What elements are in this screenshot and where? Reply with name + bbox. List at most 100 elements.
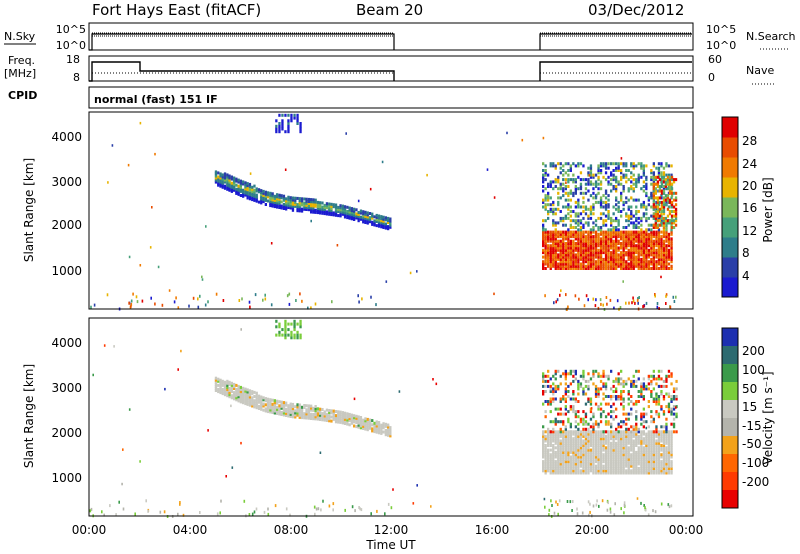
power-data-cell bbox=[549, 260, 552, 264]
power-data-cell bbox=[656, 200, 660, 204]
power-data-cell bbox=[589, 216, 593, 220]
power-data-cell bbox=[307, 200, 310, 203]
power-data-cell bbox=[298, 207, 301, 211]
velocity-data-cell bbox=[567, 448, 570, 452]
power-data-cell bbox=[640, 260, 643, 264]
velocity-data-cell bbox=[610, 450, 613, 454]
power-data-cell bbox=[554, 260, 557, 264]
power-data-cell bbox=[645, 191, 648, 195]
velocity-data-cell bbox=[387, 423, 390, 427]
power-data-cell bbox=[577, 200, 580, 204]
velocity-data-cell bbox=[647, 377, 650, 381]
velocity-data-cell bbox=[557, 434, 560, 438]
power-data-cell bbox=[617, 219, 620, 223]
power-data-cell bbox=[627, 251, 630, 255]
velocity-data-cell bbox=[282, 407, 286, 411]
velocity-data-cell bbox=[660, 405, 663, 409]
velocity-data-cell bbox=[622, 397, 625, 401]
power-data-cell bbox=[564, 205, 567, 209]
power-data-cell bbox=[604, 219, 608, 223]
velocity-data-cell bbox=[662, 425, 666, 429]
velocity-data-cell bbox=[359, 416, 363, 419]
velocity-data-cell bbox=[567, 384, 570, 388]
power-data-cell bbox=[587, 189, 590, 193]
power-data-cell bbox=[617, 257, 620, 261]
power-data-cell bbox=[278, 193, 281, 197]
power-data-cell bbox=[128, 255, 131, 259]
velocity-data-cell bbox=[384, 431, 387, 435]
velocity-data-cell bbox=[662, 453, 666, 457]
velocity-data-cell bbox=[574, 420, 577, 424]
velocity-data-cell bbox=[589, 444, 593, 447]
velocity-data-cell bbox=[602, 382, 605, 386]
power-data-cell bbox=[662, 173, 666, 177]
power-data-cell bbox=[647, 237, 650, 241]
power-data-cell bbox=[660, 219, 663, 223]
velocity-data-cell bbox=[217, 377, 220, 381]
power-data-cell bbox=[592, 253, 595, 257]
power-data-cell bbox=[605, 296, 608, 299]
velocity-data-cell bbox=[562, 448, 565, 452]
power-data-cell bbox=[584, 246, 588, 250]
power-data-cell bbox=[589, 228, 593, 232]
power-data-cell bbox=[251, 185, 254, 189]
velocity-data-cell bbox=[260, 403, 263, 407]
velocity-data-cell bbox=[604, 467, 608, 470]
velocity-data-cell bbox=[305, 408, 308, 412]
power-data-cell bbox=[233, 188, 236, 192]
power-data-cell bbox=[577, 237, 580, 241]
power-data-cell bbox=[577, 198, 580, 202]
velocity-data-cell bbox=[569, 448, 572, 452]
velocity-data-cell bbox=[652, 469, 655, 473]
power-data-cell bbox=[567, 180, 570, 184]
power-data-cell bbox=[246, 186, 249, 190]
velocity-data-cell bbox=[665, 450, 668, 454]
power-data-cell bbox=[657, 216, 661, 220]
power-data-cell bbox=[291, 196, 295, 200]
power-data-cell bbox=[587, 230, 590, 234]
velocity-data-cell bbox=[284, 330, 287, 334]
velocity-data-cell bbox=[542, 432, 545, 436]
power-data-cell bbox=[587, 180, 590, 184]
power-data-cell bbox=[627, 219, 630, 223]
velocity-panel-frame bbox=[88, 317, 694, 517]
velocity-data-cell bbox=[337, 418, 340, 422]
velocity-data-cell bbox=[319, 413, 322, 417]
velocity-data-cell bbox=[632, 455, 635, 459]
velocity-data-cell bbox=[267, 512, 270, 516]
velocity-data-cell bbox=[574, 446, 577, 450]
velocity-data-cell bbox=[592, 382, 595, 386]
velocity-data-cell bbox=[579, 469, 583, 473]
velocity-data-cell bbox=[596, 499, 598, 503]
velocity-data-cell bbox=[368, 426, 372, 430]
power-data-cell bbox=[672, 210, 676, 213]
velocity-data-cell bbox=[287, 404, 290, 408]
velocity-data-cell bbox=[552, 427, 555, 431]
power-data-cell bbox=[645, 260, 648, 264]
velocity-data-cell bbox=[587, 448, 590, 452]
velocity-data-cell bbox=[542, 448, 545, 452]
power-data-cell bbox=[278, 122, 281, 125]
power-data-cell bbox=[602, 164, 605, 168]
velocity-data-cell bbox=[587, 384, 590, 388]
velocity-data-cell bbox=[562, 455, 565, 459]
power-data-cell bbox=[625, 253, 628, 257]
velocity-data-cell bbox=[567, 469, 570, 473]
velocity-data-cell bbox=[625, 469, 628, 473]
power-data-cell bbox=[652, 226, 655, 229]
power-data-cell bbox=[310, 200, 313, 204]
velocity-data-cell bbox=[650, 446, 653, 450]
velocity-data-cell bbox=[577, 448, 580, 452]
velocity-data-cell bbox=[657, 397, 661, 401]
power-data-cell bbox=[620, 232, 623, 236]
power-data-cell bbox=[655, 262, 658, 266]
power-data-cell bbox=[246, 192, 249, 196]
power-data-cell bbox=[662, 196, 666, 200]
power-data-cell bbox=[589, 246, 593, 250]
velocity-data-cell bbox=[620, 450, 623, 454]
velocity-data-cell bbox=[617, 453, 620, 457]
velocity-data-cell bbox=[592, 453, 595, 457]
power-data-cell bbox=[544, 255, 547, 259]
velocity-data-cell bbox=[337, 420, 340, 424]
velocity-data-cell bbox=[587, 427, 590, 431]
